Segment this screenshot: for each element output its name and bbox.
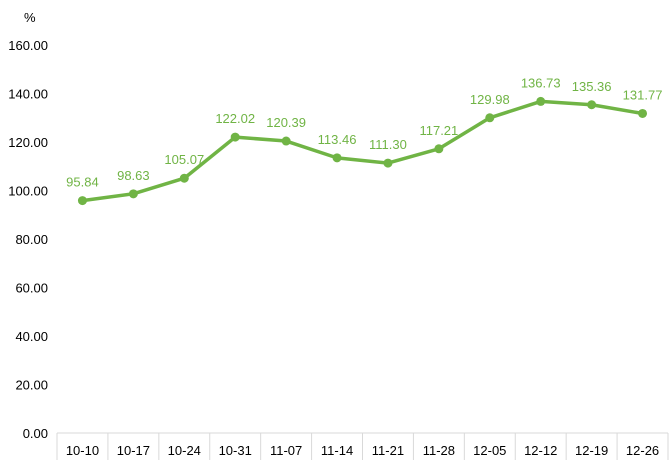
y-tick-label: 120.00 bbox=[8, 135, 48, 150]
x-tick-label: 10-17 bbox=[117, 443, 150, 458]
data-point bbox=[179, 173, 189, 183]
data-label: 98.63 bbox=[117, 168, 150, 183]
data-point bbox=[281, 136, 291, 146]
y-axis-unit-label: % bbox=[24, 10, 36, 25]
x-tick-label: 12-05 bbox=[473, 443, 506, 458]
data-label: 105.07 bbox=[164, 152, 204, 167]
x-tick-label: 11-21 bbox=[372, 443, 404, 458]
x-tick-label: 10-10 bbox=[66, 443, 99, 458]
y-tick-label: 140.00 bbox=[8, 87, 48, 102]
y-tick-label: 80.00 bbox=[15, 232, 48, 247]
data-point bbox=[434, 144, 444, 154]
x-tick-label: 11-14 bbox=[321, 443, 353, 458]
data-labels: 95.84 98.63 105.07 122.02 120.39 113.46 111.30… bbox=[66, 75, 662, 189]
y-tick-label: 160.00 bbox=[8, 38, 48, 53]
data-point bbox=[536, 96, 546, 106]
data-label: 136.73 bbox=[521, 75, 561, 90]
series-layer bbox=[77, 96, 648, 206]
x-tick-label: 10-24 bbox=[168, 443, 201, 458]
x-tick-label: 12-19 bbox=[575, 443, 608, 458]
data-point bbox=[128, 189, 138, 199]
data-label: 117.21 bbox=[419, 123, 458, 138]
data-label: 122.02 bbox=[215, 111, 255, 126]
data-label: 120.39 bbox=[266, 115, 306, 130]
data-point bbox=[485, 113, 495, 123]
data-label: 95.84 bbox=[66, 175, 99, 190]
data-point bbox=[77, 196, 87, 206]
data-label: 135.36 bbox=[572, 79, 612, 94]
data-point bbox=[230, 132, 240, 142]
x-tick-label: 11-07 bbox=[270, 443, 302, 458]
x-tick-label: 10-31 bbox=[219, 443, 252, 458]
y-tick-label: 0.00 bbox=[23, 426, 48, 441]
data-label: 111.30 bbox=[369, 137, 407, 152]
y-tick-label: 60.00 bbox=[15, 281, 48, 296]
data-point bbox=[587, 100, 597, 110]
y-tick-label: 100.00 bbox=[8, 184, 48, 199]
x-tick-label: 12-26 bbox=[626, 443, 659, 458]
data-label: 113.46 bbox=[318, 132, 357, 147]
data-point bbox=[383, 158, 393, 168]
data-point bbox=[332, 153, 342, 163]
data-label: 131.77 bbox=[623, 87, 663, 102]
y-tick-label: 40.00 bbox=[15, 329, 48, 344]
x-axis: 10-10 10-17 10-24 10-31 11-07 11-14 11-21 11-28… bbox=[56, 432, 669, 460]
x-tick-label: 12-12 bbox=[524, 443, 557, 458]
y-axis-ticks: 0.00 20.00 40.00 60.00 80.00 100.00 120.00 140.… bbox=[8, 38, 48, 441]
x-tick-label: 11-28 bbox=[423, 443, 455, 458]
series-line bbox=[80, 99, 645, 203]
data-point bbox=[638, 108, 648, 118]
data-label: 129.98 bbox=[470, 92, 510, 107]
y-tick-label: 20.00 bbox=[15, 378, 48, 393]
